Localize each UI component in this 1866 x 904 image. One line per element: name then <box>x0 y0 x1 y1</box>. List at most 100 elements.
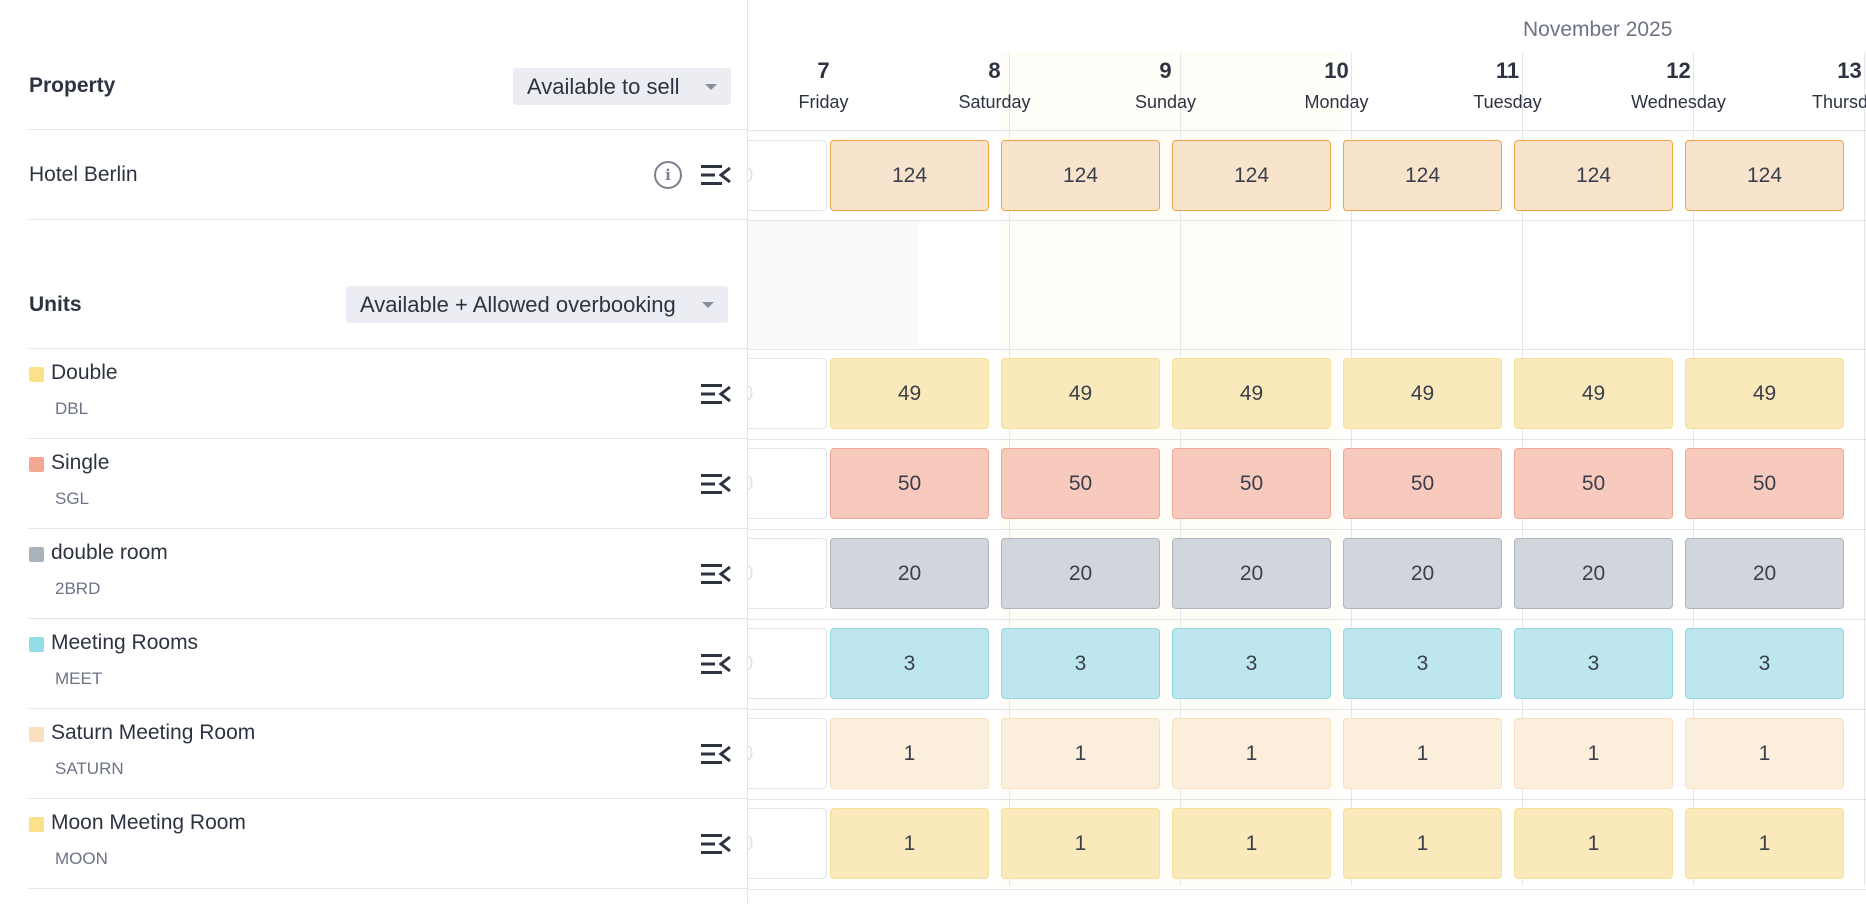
row-divider <box>748 439 1866 440</box>
unit-code: DBL <box>55 399 89 418</box>
unit-availability-cell[interactable]: 1 <box>1514 718 1673 789</box>
unit-row[interactable]: Saturn Meeting Room SATURN <box>29 709 747 799</box>
units-availability-dropdown[interactable]: Available + Allowed overbooking <box>346 286 728 323</box>
unit-availability-cell[interactable]: 3 <box>1001 628 1160 699</box>
property-name: Hotel Berlin <box>29 163 138 186</box>
unit-availability-cell[interactable]: 49 <box>1514 358 1673 429</box>
collapse-menu-icon[interactable] <box>701 562 731 586</box>
unit-availability-cell[interactable]: 20 <box>1001 538 1160 609</box>
unit-availability-cell[interactable]: 1 <box>830 718 989 789</box>
collapse-menu-icon[interactable] <box>701 652 731 676</box>
property-availability-cell[interactable]: 124 <box>1172 140 1331 211</box>
property-availability-cell[interactable]: 124 <box>1001 140 1160 211</box>
unit-color-swatch <box>29 727 44 742</box>
collapse-menu-icon[interactable] <box>701 472 731 496</box>
row-divider <box>748 889 1866 890</box>
unit-availability-cell[interactable]: 50 <box>1001 448 1160 519</box>
unit-availability-cell[interactable]: 1 <box>1172 718 1331 789</box>
property-availability-cell[interactable]: 124 <box>1514 140 1673 211</box>
unit-name: Moon Meeting Room <box>51 811 246 834</box>
unit-availability-cell[interactable]: 49 <box>830 358 989 429</box>
unit-availability-cell[interactable]: 1 <box>830 808 989 879</box>
unit-code: 2BRD <box>55 579 101 598</box>
property-availability-dropdown[interactable]: Available to sell <box>513 68 732 105</box>
unit-availability-cell[interactable]: 3 <box>1343 628 1502 699</box>
row-divider <box>748 619 1866 620</box>
unit-availability-cell[interactable]: 1 <box>1001 718 1160 789</box>
unit-availability-cell[interactable]: 3 <box>830 628 989 699</box>
property-availability-cell[interactable]: 124 <box>830 140 989 211</box>
unit-availability-cell[interactable]: 3 <box>1172 628 1331 699</box>
unit-row[interactable]: Moon Meeting Room MOON <box>29 799 747 889</box>
unit-name: Single <box>51 451 110 474</box>
unit-name: double room <box>51 541 168 564</box>
availability-cell-partial[interactable]: 0 <box>748 448 827 519</box>
day-number: 13 <box>1837 58 1862 83</box>
day-number: 9 <box>1159 58 1172 83</box>
collapse-menu-icon[interactable] <box>701 832 731 856</box>
property-dropdown-value: Available to sell <box>527 73 680 99</box>
unit-name: Saturn Meeting Room <box>51 721 256 744</box>
availability-cell-partial[interactable]: 0 <box>748 718 827 789</box>
day-name: Sunday <box>1134 92 1197 112</box>
column-divider <box>1864 52 1865 886</box>
availability-cell-partial[interactable]: 0 <box>748 140 827 211</box>
unit-availability-cell[interactable]: 50 <box>1514 448 1673 519</box>
row-divider <box>748 220 1866 221</box>
unit-availability-cell[interactable]: 1 <box>1685 808 1844 879</box>
unit-availability-cell[interactable]: 1 <box>1514 808 1673 879</box>
unit-row[interactable]: Double DBL <box>29 349 747 439</box>
unit-row[interactable]: Single SGL <box>29 439 747 529</box>
unit-availability-cell[interactable]: 1 <box>1172 808 1331 879</box>
unit-availability-cell[interactable]: 20 <box>830 538 989 609</box>
unit-availability-cell[interactable]: 50 <box>1172 448 1331 519</box>
unit-availability-cell[interactable]: 20 <box>1343 538 1502 609</box>
unit-availability-cell[interactable]: 50 <box>830 448 989 519</box>
property-availability-cell[interactable]: 124 <box>1343 140 1502 211</box>
unit-availability-cell[interactable]: 1 <box>1001 808 1160 879</box>
availability-cell-partial[interactable]: 0 <box>748 538 827 609</box>
chevron-down-icon <box>701 301 714 308</box>
unit-availability-cell[interactable]: 20 <box>1172 538 1331 609</box>
unit-color-swatch <box>29 817 44 832</box>
unit-code: SATURN <box>55 759 124 778</box>
availability-cell-partial[interactable]: 0 <box>748 628 827 699</box>
row-divider <box>748 799 1866 800</box>
unit-color-swatch <box>29 367 44 382</box>
unit-availability-cell[interactable]: 3 <box>1514 628 1673 699</box>
unit-availability-cell[interactable]: 50 <box>1685 448 1844 519</box>
unit-availability-cell[interactable]: 1 <box>1343 718 1502 789</box>
left-panel: Property Available to sell Hotel Berlin … <box>29 0 747 904</box>
unit-row[interactable]: double room 2BRD <box>29 529 747 619</box>
collapse-menu-icon[interactable] <box>701 382 731 406</box>
info-icon[interactable]: i <box>654 161 682 189</box>
day-number: 11 <box>1495 58 1520 83</box>
unit-availability-cell[interactable]: 49 <box>1172 358 1331 429</box>
property-availability-cell[interactable]: 124 <box>1685 140 1844 211</box>
unit-availability-cell[interactable]: 50 <box>1343 448 1502 519</box>
property-section-title: Property <box>29 74 116 97</box>
day-name: Thursday <box>1811 92 1866 112</box>
unit-availability-cell[interactable]: 20 <box>1514 538 1673 609</box>
day-number: 10 <box>1324 58 1349 83</box>
day-name: Friday <box>798 92 849 112</box>
unit-code: SGL <box>55 489 90 508</box>
availability-cell-partial[interactable]: 0 <box>748 808 827 879</box>
unit-availability-cell[interactable]: 3 <box>1685 628 1844 699</box>
calendar-grid: November 2025 7 Friday 8 Saturday 9 Sunday 10 M… <box>747 0 1866 904</box>
unit-color-swatch <box>29 547 44 562</box>
unit-availability-cell[interactable]: 49 <box>1001 358 1160 429</box>
unit-availability-cell[interactable]: 1 <box>1685 718 1844 789</box>
collapse-menu-icon[interactable] <box>701 163 731 187</box>
day-name: Saturday <box>958 92 1031 112</box>
day-number: 7 <box>817 58 830 83</box>
unit-row[interactable]: Meeting Rooms MEET <box>29 619 747 709</box>
collapse-menu-icon[interactable] <box>701 742 731 766</box>
unit-availability-cell[interactable]: 20 <box>1685 538 1844 609</box>
availability-cell-partial[interactable]: 0 <box>748 358 827 429</box>
day-number: 8 <box>988 58 1001 83</box>
unit-availability-cell[interactable]: 49 <box>1343 358 1502 429</box>
unit-availability-cell[interactable]: 1 <box>1343 808 1502 879</box>
units-section-title: Units <box>29 293 82 316</box>
unit-availability-cell[interactable]: 49 <box>1685 358 1844 429</box>
